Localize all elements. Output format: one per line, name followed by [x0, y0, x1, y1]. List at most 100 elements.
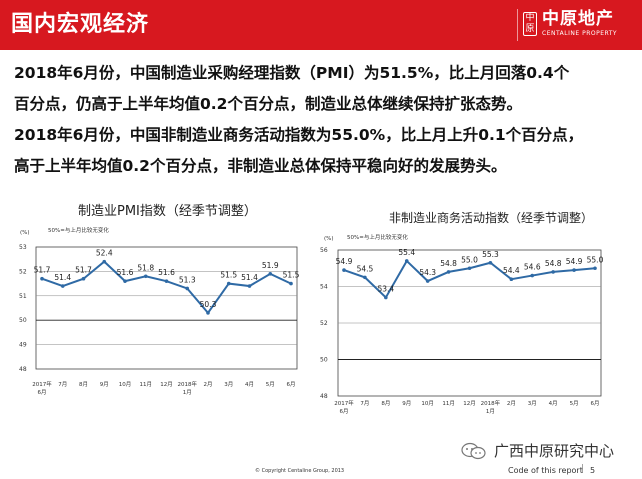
- y-tick-label: 52: [19, 268, 27, 275]
- data-point: [206, 311, 210, 315]
- paragraph-line-4: 高于上半年均值0.2个百分点，非制造业总体保持平稳向好的发展势头。: [14, 157, 507, 175]
- x-tick-label: 5月: [570, 400, 579, 407]
- data-label: 55.0: [461, 255, 478, 264]
- data-point: [247, 284, 252, 288]
- data-label: 51.7: [75, 266, 92, 275]
- data-label: 55.3: [482, 250, 499, 259]
- legend-note: 50%=与上月比较无变化: [347, 233, 408, 241]
- x-tick-label: 12月: [160, 381, 173, 388]
- data-label: 51.4: [54, 273, 71, 282]
- data-point: [143, 274, 148, 279]
- x-tick-label: 2017年: [32, 380, 52, 388]
- data-point: [467, 266, 472, 271]
- data-label: 54.9: [566, 257, 583, 266]
- page-title: 国内宏观经济: [11, 12, 150, 37]
- data-point: [226, 281, 231, 286]
- data-point: [289, 281, 293, 286]
- x-tick-label: 12月: [463, 400, 476, 407]
- chart-title-nonmfg: 非制造业商务活动指数（经季节调整）: [389, 211, 594, 225]
- y-tick-label: 51: [19, 293, 27, 300]
- data-label: 51.8: [137, 263, 154, 272]
- series-line: [41, 260, 292, 315]
- data-label: 51.4: [241, 273, 258, 282]
- y-tick-label: 50: [19, 317, 27, 324]
- plot-frame: [337, 249, 602, 397]
- axis-unit-label: (%): [20, 230, 30, 236]
- series-line: [343, 259, 596, 300]
- page-separator: |: [581, 464, 585, 474]
- data-label: 51.9: [262, 261, 279, 270]
- x-tick-label: 7月: [58, 381, 67, 388]
- data-label: 55.4: [398, 248, 415, 257]
- x-tick-label: 11月: [140, 381, 153, 388]
- data-label: 54.9: [336, 257, 353, 266]
- data-label: 51.5: [220, 271, 237, 280]
- x-tick-label: 6月: [591, 400, 600, 407]
- x-tick-label: 4月: [245, 381, 254, 388]
- x-tick-label: 7月: [360, 400, 369, 407]
- data-point: [123, 279, 127, 283]
- wechat-icon: [461, 442, 486, 460]
- data-label: 51.3: [179, 275, 196, 284]
- page-number: 5: [590, 466, 596, 475]
- data-label: 55.0: [587, 255, 604, 264]
- data-point: [404, 259, 409, 263]
- x-tick-label: 9月: [100, 381, 109, 388]
- data-point: [446, 270, 451, 274]
- x-tick-label: 2月: [204, 381, 213, 388]
- x-tick-label: 1月: [486, 408, 495, 415]
- logo-mark-icon: 中原: [523, 12, 537, 36]
- x-tick-label: 3月: [224, 381, 233, 388]
- paragraph-line-3: 2018年6月份，中国非制造业商务活动指数为55.0%，比上月上升0.1个百分点…: [14, 126, 584, 144]
- paragraph-line-1: 2018年6月份，中国制造业采购经理指数（PMI）为51.5%，比上月回落0.4…: [14, 64, 570, 82]
- x-tick-label: 5月: [266, 381, 275, 388]
- x-tick-label: 4月: [549, 400, 558, 407]
- data-label: 54.8: [545, 259, 562, 268]
- x-tick-label: 8月: [79, 381, 88, 388]
- data-point: [81, 276, 86, 281]
- header-bar: 国内宏观经济 中原 中原地产 CENTALINE PROPERTY: [0, 0, 642, 50]
- chart-title-pmi: 制造业PMI指数（经季节调整）: [78, 204, 257, 219]
- data-point: [572, 268, 576, 272]
- watermark-text: 广西中原研究中心: [494, 442, 615, 460]
- x-tick-label: 6月: [38, 389, 47, 396]
- x-tick-label: 11月: [442, 400, 455, 407]
- data-label: 54.5: [357, 264, 374, 273]
- x-tick-label: 3月: [528, 400, 537, 407]
- x-tick-label: 2月: [507, 400, 516, 407]
- data-label: 51.6: [158, 268, 175, 277]
- data-label: 54.6: [524, 263, 541, 272]
- y-tick-label: 54: [320, 284, 328, 291]
- x-tick-label: 8月: [381, 400, 390, 407]
- x-tick-label: 10月: [119, 381, 132, 388]
- data-point: [530, 273, 535, 278]
- logo-text-en: CENTALINE PROPERTY: [542, 30, 618, 37]
- plot-frame: [35, 246, 298, 370]
- data-point: [384, 295, 388, 300]
- data-point: [342, 268, 346, 272]
- data-label: 50.3: [200, 300, 217, 309]
- y-tick-label: 49: [19, 342, 27, 349]
- x-tick-label: 2018年: [178, 380, 198, 388]
- data-point: [551, 270, 555, 274]
- data-point: [60, 284, 65, 288]
- company-logo: 中原 中原地产 CENTALINE PROPERTY: [517, 9, 635, 41]
- data-point: [185, 286, 190, 291]
- x-tick-label: 6月: [287, 381, 296, 388]
- data-label: 52.4: [96, 249, 113, 258]
- y-tick-label: 48: [19, 366, 27, 373]
- data-point: [102, 259, 107, 264]
- x-tick-label: 9月: [402, 400, 411, 407]
- data-label: 51.6: [117, 268, 134, 277]
- data-point: [593, 266, 597, 271]
- x-tick-label: 10月: [421, 400, 434, 407]
- y-tick-label: 50: [320, 357, 328, 364]
- data-label: 54.8: [440, 259, 457, 268]
- data-point: [363, 275, 367, 280]
- data-label: 54.4: [503, 266, 520, 275]
- x-tick-label: 1月: [183, 389, 192, 396]
- x-tick-label: 6月: [340, 408, 349, 415]
- data-point: [40, 276, 44, 281]
- x-tick-label: 2017年: [334, 399, 354, 407]
- data-label: 51.5: [283, 271, 300, 280]
